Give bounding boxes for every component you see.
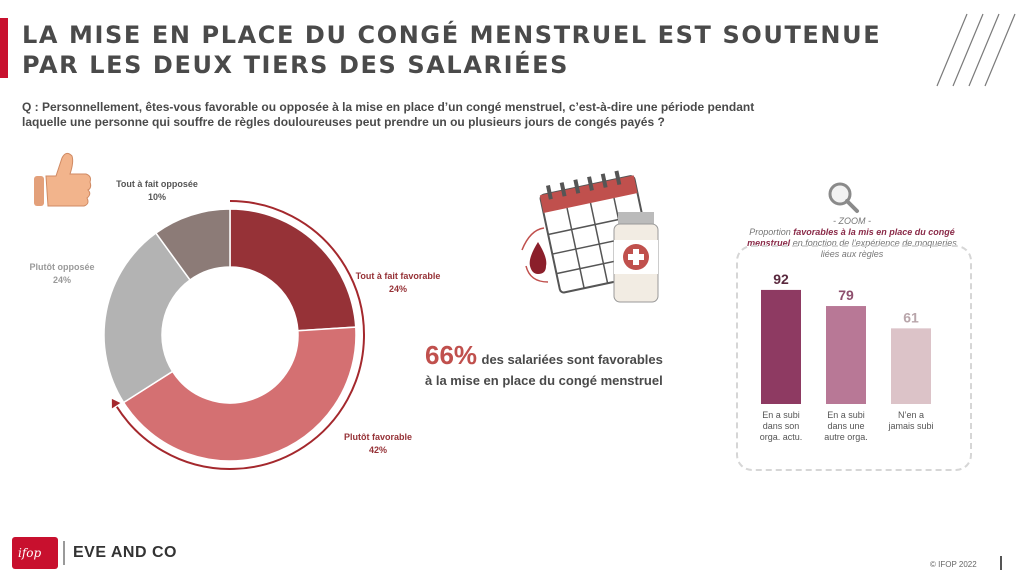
key-stat-percent: 66%: [425, 340, 478, 370]
zoom-bold: favorables à la mis en place du congé me…: [747, 227, 955, 248]
donut-label-plutot-opposee: Plutôt opposée: [30, 262, 95, 272]
zoom-label: - ZOOM -: [833, 216, 871, 226]
donut-slice-tout-a-fait-favorable: [229, 208, 357, 332]
thumbs-up-icon: [34, 152, 92, 207]
donut-slice-tout-a-fait-opposee: [154, 208, 231, 282]
key-stat-text-line1: des salariées sont favorables: [481, 352, 663, 367]
bar-label-en-a-subi-dans-une-autre-orga: En a subi dans une autre orga.: [824, 410, 868, 442]
survey-question: Q : Personnellement, êtes-vous favorable…: [22, 100, 755, 129]
zoom-panel: [736, 245, 972, 471]
donut-label-tout-a-fait-opposee: Tout à fait opposée: [116, 179, 198, 189]
zoom-bar-chart: 92 En a subi dans son orga. actu. 79 En a sub…: [760, 271, 934, 442]
footer-brand: EVE AND CO: [73, 544, 177, 561]
title-accent-bar: [0, 18, 8, 78]
bar-en-a-subi-dans-son-orga-actu: [761, 289, 801, 404]
donut-label-tout-a-fait-favorable: Tout à fait favorable: [356, 271, 441, 281]
arc-arrowhead: [111, 398, 121, 409]
donut-value-plutot-favorable: 42%: [369, 445, 387, 455]
page-title: LA MISE EN PLACE DU CONGÉ MENSTRUEL EST …: [22, 21, 882, 79]
donut-chart: Tout à fait favorable 24% Plutôt favorable…: [30, 152, 441, 470]
zoom-suffix: en fonction de l’expérience de moqueries…: [792, 238, 957, 259]
donut-value-plutot-opposee: 24%: [53, 275, 71, 285]
bar-label-n-en-a-jamais-subi: N’en a jamais subi: [887, 410, 933, 431]
bar-en-a-subi-dans-une-autre-orga: [826, 306, 866, 404]
key-stat-text-line2: à la mise en place du congé menstruel: [425, 373, 663, 388]
bar-n-en-a-jamais-subi: [891, 328, 931, 404]
zoom-prefix: Proportion: [749, 227, 791, 237]
bar-value-n-en-a-jamais-subi: 61: [903, 309, 919, 325]
bar-label-en-a-subi-dans-son-orga-actu: En a subi dans son orga. actu.: [760, 410, 803, 442]
donut-value-tout-a-fait-favorable: 24%: [389, 284, 407, 294]
zoom-caption: - ZOOM - Proportion favorables à la mis …: [740, 216, 964, 260]
favorable-arc-indicator: [116, 200, 365, 470]
decorative-stripes: [936, 13, 1016, 87]
bar-value-en-a-subi-dans-une-autre-orga: 79: [838, 287, 854, 303]
magnifier-icon: [828, 182, 859, 213]
copyright: © IFOP 2022: [930, 560, 977, 569]
bar-value-en-a-subi-dans-son-orga-actu: 92: [773, 271, 789, 287]
calendar-medication-icon: [521, 170, 659, 303]
donut-slice-plutot-favorable: [122, 326, 357, 462]
donut-slice-plutot-opposee: [103, 232, 192, 404]
copyright-bar: [1000, 556, 1002, 570]
ifop-logo-text: ifop: [18, 546, 42, 560]
ifop-logo: ifop: [12, 537, 58, 569]
footer-divider: [63, 541, 65, 565]
key-stat: 66% des salariées sont favorables à la m…: [425, 340, 705, 388]
donut-value-tout-a-fait-opposee: 10%: [148, 192, 166, 202]
donut-label-plutot-favorable: Plutôt favorable: [344, 432, 412, 442]
